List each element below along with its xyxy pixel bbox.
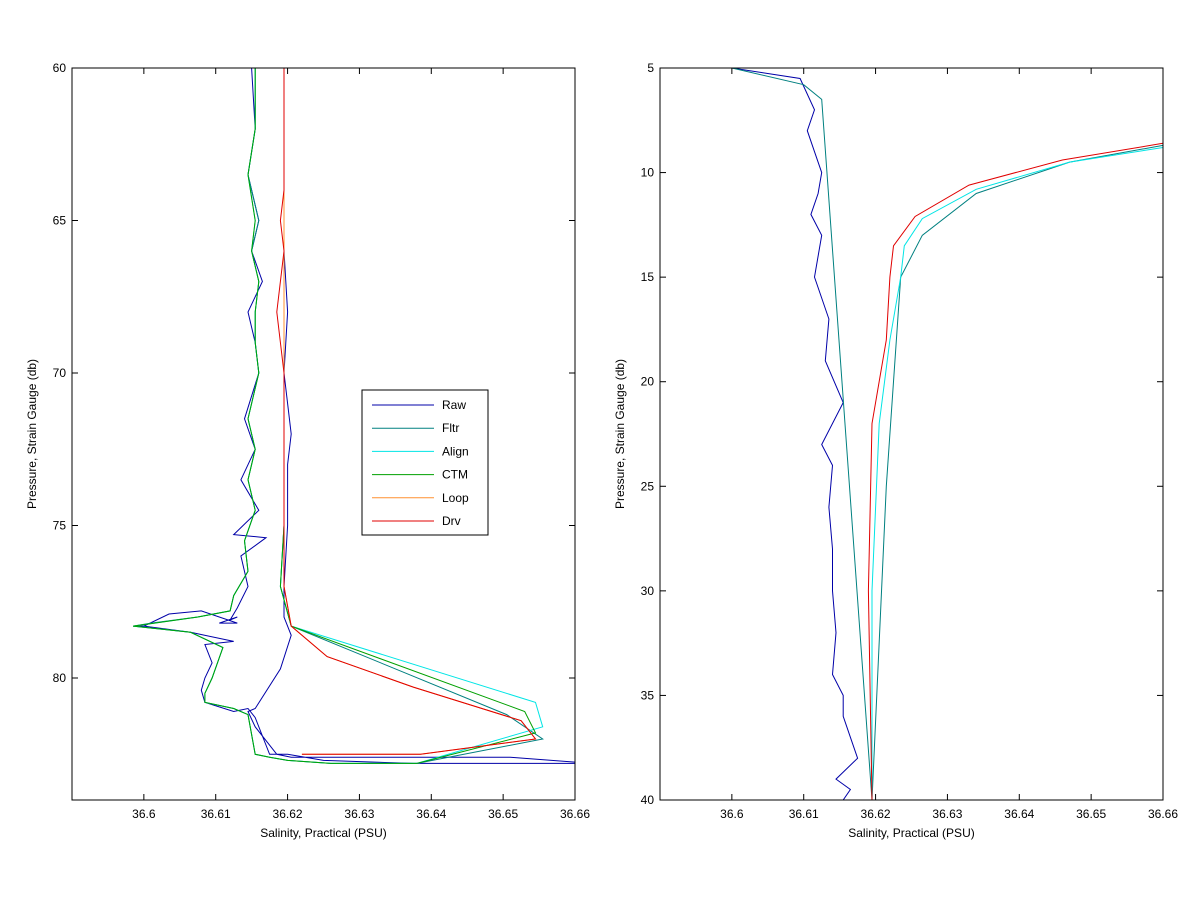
right-chart: 36.6 36.61 36.62 36.63 36.64 36.65 36.66 5 10 15 2…	[613, 61, 1178, 840]
x-tick-label: 36.65	[488, 807, 518, 821]
x-tick-label: 36.63	[932, 807, 962, 821]
left-chart: 36.6 36.61 36.62 36.63 36.64 36.65 36.66 60 65 70…	[25, 61, 590, 840]
axes-frame	[659, 67, 1164, 801]
y-tick-label: 15	[641, 270, 655, 284]
x-tick-label: 36.6	[132, 807, 156, 821]
legend-label: Drv	[442, 514, 461, 528]
y-tick-label: 75	[53, 519, 67, 533]
y-tick-label: 80	[53, 671, 67, 685]
y-axis-label: Pressure, Strain Gauge (db)	[613, 359, 627, 509]
series-group	[133, 68, 575, 764]
x-tick-label: 36.62	[273, 807, 303, 821]
x-tick-label: 36.66	[1148, 807, 1178, 821]
legend-label: Align	[442, 444, 469, 458]
series-line-drv	[276, 68, 537, 755]
y-tick-label: 35	[641, 688, 655, 702]
y-axis-label: Pressure, Strain Gauge (db)	[25, 359, 39, 509]
y-tick-label: 25	[641, 479, 655, 493]
x-tick-label: 36.62	[861, 807, 891, 821]
legend-box	[361, 389, 489, 536]
x-tick-label: 36.66	[560, 807, 590, 821]
x-axis-label: Salinity, Practical (PSU)	[260, 826, 386, 840]
legend-label: CTM	[442, 468, 468, 482]
y-tick-label: 5	[647, 61, 654, 75]
legend-label: Raw	[442, 398, 466, 412]
series-line-ctm	[133, 68, 537, 764]
axes-frame	[71, 67, 576, 801]
x-tick-label: 36.63	[344, 807, 374, 821]
x-tick-label: 36.61	[201, 807, 231, 821]
y-tick-label: 30	[641, 584, 655, 598]
series-line-align	[871, 147, 1163, 800]
x-tick-label: 36.65	[1076, 807, 1106, 821]
x-axis-label: Salinity, Practical (PSU)	[848, 826, 974, 840]
y-tick-label: 65	[53, 214, 67, 228]
series-group	[731, 68, 1163, 800]
y-tick-label: 20	[641, 375, 655, 389]
x-tick-label: 36.64	[1004, 807, 1034, 821]
series-line-fltr-right	[731, 68, 1163, 800]
x-tick-label: 36.64	[416, 807, 446, 821]
x-tick-label: 36.6	[720, 807, 744, 821]
x-tick-label: 36.61	[789, 807, 819, 821]
y-tick-label: 60	[53, 61, 67, 75]
legend-label: Loop	[442, 491, 469, 505]
y-tick-label: 40	[641, 793, 655, 807]
y-tick-label: 70	[53, 366, 67, 380]
legend: Raw Fltr Align CTM Loop Drv	[361, 389, 489, 536]
y-tick-label: 10	[641, 166, 655, 180]
legend-label: Fltr	[442, 421, 459, 435]
series-line-raw	[731, 68, 859, 800]
series-line-drv	[867, 142, 1163, 800]
